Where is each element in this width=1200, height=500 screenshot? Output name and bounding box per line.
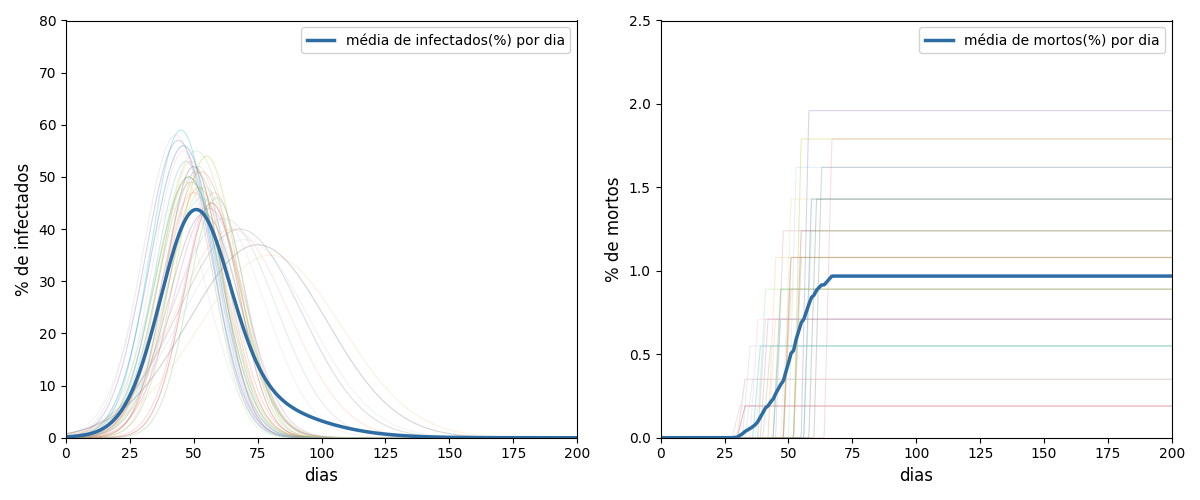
média de mortos(%) por dia (824, 273, 839, 279)
média de infectados(%) por dia (570, 434, 584, 440)
Legend: média de infectados(%) por dia: média de infectados(%) por dia (301, 28, 570, 53)
Legend: média de mortos(%) por dia: média de mortos(%) por dia (919, 28, 1165, 53)
X-axis label: dias: dias (305, 467, 338, 485)
Line: média de infectados(%) por dia: média de infectados(%) por dia (66, 210, 577, 438)
média de infectados(%) por dia (59, 434, 73, 440)
média de infectados(%) por dia (410, 434, 425, 440)
média de mortos(%) por dia (860, 273, 875, 279)
média de mortos(%) por dia (1052, 273, 1067, 279)
média de mortos(%) por dia (706, 434, 720, 440)
média de infectados(%) por dia (467, 434, 481, 440)
Line: média de mortos(%) por dia: média de mortos(%) por dia (660, 276, 1172, 438)
média de mortos(%) por dia (880, 273, 894, 279)
média de mortos(%) por dia (1062, 273, 1076, 279)
média de infectados(%) por dia (458, 434, 473, 440)
X-axis label: dias: dias (899, 467, 934, 485)
média de infectados(%) por dia (284, 404, 299, 410)
média de infectados(%) por dia (190, 206, 204, 212)
média de infectados(%) por dia (266, 388, 281, 394)
Y-axis label: % de mortos: % de mortos (605, 176, 623, 282)
média de mortos(%) por dia (1004, 273, 1019, 279)
média de infectados(%) por dia (110, 412, 125, 418)
média de mortos(%) por dia (1165, 273, 1180, 279)
Y-axis label: % de infectados: % de infectados (16, 162, 34, 296)
média de mortos(%) por dia (653, 434, 667, 440)
